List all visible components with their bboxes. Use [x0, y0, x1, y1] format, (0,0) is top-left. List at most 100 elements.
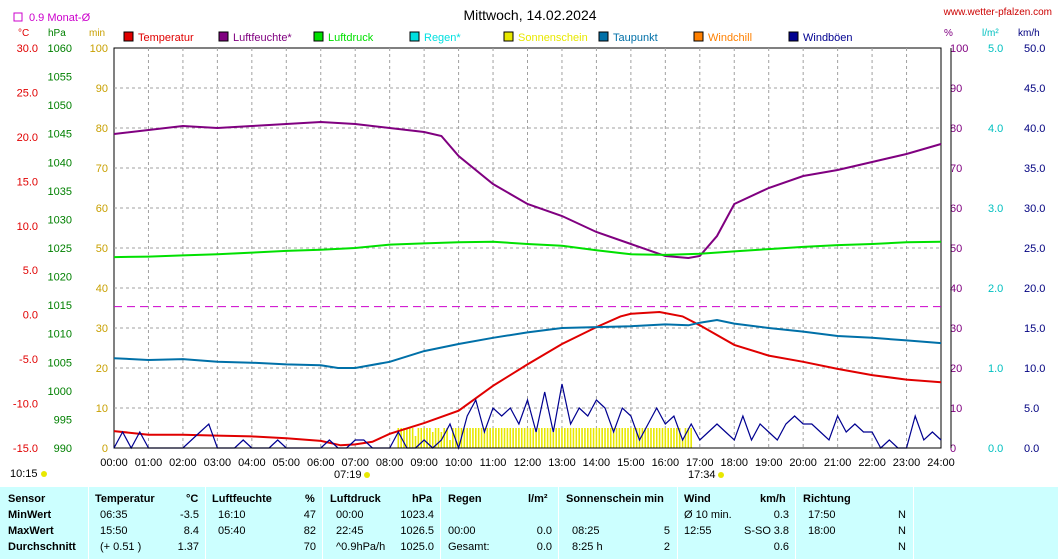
sun-duration-label: 10:15: [10, 468, 38, 480]
wind-tick-label: 30.0: [1024, 203, 1045, 215]
series-lines: [113, 120, 942, 451]
stats-cell-wind-time: Ø 10 min.: [684, 509, 732, 521]
wind-tick-label: 35.0: [1024, 163, 1045, 175]
pressure-unit: hPa: [48, 28, 66, 39]
wind-tick-label: 0.0: [1024, 443, 1039, 455]
percent-tick-label: 20: [950, 363, 962, 375]
stats-header-temp-unit: °C: [186, 493, 199, 505]
stats-cell-dir-val: N: [898, 541, 906, 553]
stats-cell-press-val: 1026.5: [400, 525, 434, 537]
legend-label: Sonnenschein: [518, 32, 588, 44]
wind-tick-label: 40.0: [1024, 123, 1045, 135]
minutes-tick-label: 100: [90, 43, 108, 55]
stats-divider: [205, 487, 206, 559]
stats-divider: [88, 487, 89, 559]
pressure-tick-label: 1015: [48, 300, 72, 312]
stats-divider: [322, 487, 323, 559]
stats-cell-rain-time: Gesamt:: [448, 541, 490, 553]
sunrise-sun-icon: [364, 472, 370, 478]
wind-tick-label: 50.0: [1024, 43, 1045, 55]
legend-swatch: [788, 31, 799, 42]
x-tick-label: 22:00: [858, 457, 886, 469]
rain-unit: l/m²: [982, 28, 999, 39]
percent-unit: %: [944, 28, 953, 39]
stats-cell-wind-val: 0.6: [773, 541, 789, 553]
stats-cell-dir-val: N: [898, 525, 906, 537]
pressure-tick-label: 1045: [48, 129, 72, 141]
x-tick-label: 02:00: [169, 457, 197, 469]
wind-tick-label: 25.0: [1024, 243, 1045, 255]
rain-tick-label: 3.0: [988, 203, 1003, 215]
legend: Temperatur Luftfeuchte* Luftdruck Regen* Son…: [123, 31, 853, 44]
x-tick-label: 03:00: [204, 457, 232, 469]
percent-tick-label: 30: [950, 323, 962, 335]
stats-cell-label: Durchschnitt: [8, 541, 76, 553]
x-tick-label: 07:00: [341, 457, 369, 469]
x-tick-label: 06:00: [307, 457, 335, 469]
percent-tick-label: 60: [950, 203, 962, 215]
stats-cell-label: MinWert: [8, 509, 52, 521]
stats-header-humidity-unit: %: [305, 493, 315, 505]
stats-cell-temp-val: -3.5: [180, 509, 199, 521]
x-tick-label: 21:00: [824, 457, 852, 469]
site-link[interactable]: www.wetter-pfalzen.com: [943, 7, 1052, 18]
stats-cell-temp-val: 1.37: [177, 541, 199, 553]
stats-header-sensor: Sensor: [8, 493, 46, 505]
x-tick-label: 20:00: [789, 457, 817, 469]
series-line-luftfeuchte-: [113, 120, 942, 260]
rain-tick-label: 4.0: [988, 123, 1003, 135]
x-tick-label: 08:00: [376, 457, 404, 469]
minutes-tick-label: 0: [102, 443, 108, 455]
series-line-taupunkt: [113, 318, 942, 369]
stats-divider: [795, 487, 796, 559]
percent-tick-label: 100: [950, 43, 968, 55]
stats-cell-temp-time: (+ 0.51 ): [100, 541, 142, 553]
percent-tick-label: 0: [950, 443, 956, 455]
pressure-tick-label: 1050: [48, 100, 72, 112]
stats-cell-press-time: 22:45: [336, 525, 364, 537]
stats-cell-dir-val: N: [898, 509, 906, 521]
sunset-label: 17:34: [688, 469, 716, 481]
pressure-tick-label: 1005: [48, 357, 72, 369]
rain-tick-label: 1.0: [988, 363, 1003, 375]
temp-tick-label: -10.0: [13, 399, 38, 411]
stats-cell-sun-val: 5: [663, 525, 670, 537]
pressure-tick-label: 1025: [48, 243, 72, 255]
minutes-tick-label: 50: [96, 243, 108, 255]
minutes-tick-label: 70: [96, 163, 108, 175]
x-tick-label: 11:00: [480, 457, 507, 469]
pressure-tick-label: 1055: [48, 72, 72, 84]
pressure-tick-label: 995: [54, 414, 72, 426]
legend-swatch: [218, 31, 229, 42]
minutes-tick-label: 30: [96, 323, 108, 335]
pressure-tick-label: 1020: [48, 272, 72, 284]
legend-swatch: [409, 31, 420, 42]
stats-divider: [913, 487, 914, 559]
legend-label: Windchill: [708, 32, 752, 44]
wind-tick-label: 20.0: [1024, 283, 1045, 295]
legend-label: Windböen: [803, 32, 853, 44]
x-tick-label: 16:00: [652, 457, 680, 469]
percent-tick-label: 40: [950, 283, 962, 295]
wind-tick-label: 45.0: [1024, 83, 1045, 95]
stats-header-temp: Temperatur: [95, 493, 155, 505]
stats-header-pressure: Luftdruck: [330, 493, 381, 505]
wind-unit: km/h: [1018, 28, 1040, 39]
pressure-tick-label: 1000: [48, 386, 72, 398]
series-line-luftdruck: [113, 240, 942, 259]
x-tick-label: 04:00: [238, 457, 266, 469]
stats-cell-hum-val: 82: [303, 525, 316, 537]
pressure-tick-label: 1010: [48, 329, 72, 341]
stats-cell-temp-val: 8.4: [183, 525, 199, 537]
temp-tick-label: 25.0: [17, 87, 38, 99]
chart-title: Mittwoch, 14.02.2024: [463, 7, 596, 23]
stats-cell-hum-time: 05:40: [218, 525, 246, 537]
legend-swatch: [313, 31, 324, 42]
rain-tick-label: 5.0: [988, 43, 1003, 55]
stats-cell-rain-val: 0.0: [536, 525, 552, 537]
stats-cell-label: MaxWert: [8, 525, 54, 537]
temp-tick-label: 10.0: [17, 221, 38, 233]
stats-cell-rain-val: 0.0: [536, 541, 552, 553]
x-tick-label: 19:00: [755, 457, 783, 469]
x-tick-label: 00:00: [100, 457, 128, 469]
